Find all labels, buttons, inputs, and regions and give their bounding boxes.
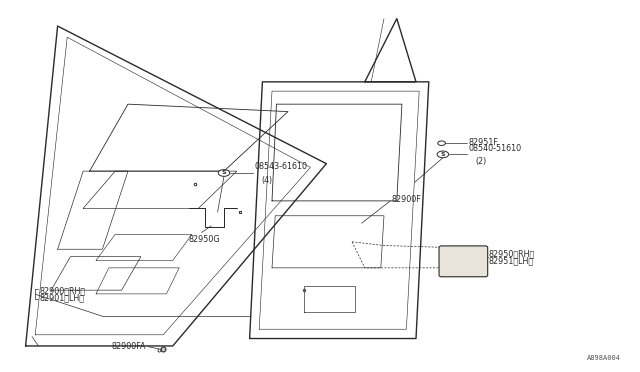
Text: 82950〈RH〉: 82950〈RH〉 [489,249,535,258]
Text: 82951〈LH〉: 82951〈LH〉 [489,256,534,265]
Text: A898A004: A898A004 [587,355,621,361]
Text: (2): (2) [475,157,486,166]
Circle shape [218,170,230,176]
Text: 82900〈RH〉: 82900〈RH〉 [40,286,86,295]
Text: S: S [440,152,445,157]
Text: (4): (4) [261,176,272,185]
Text: S: S [221,170,227,176]
FancyBboxPatch shape [439,246,488,277]
Text: 82900F: 82900F [392,195,421,203]
Text: 82950G: 82950G [189,235,220,244]
Circle shape [438,141,445,145]
Text: 82901〈LH〉: 82901〈LH〉 [40,293,84,302]
Circle shape [437,151,449,158]
Text: 08543-61610: 08543-61610 [254,162,307,171]
Text: 82951F: 82951F [468,138,499,147]
Text: 08540-51610: 08540-51610 [468,144,522,153]
Text: 82900FA: 82900FA [112,342,147,351]
